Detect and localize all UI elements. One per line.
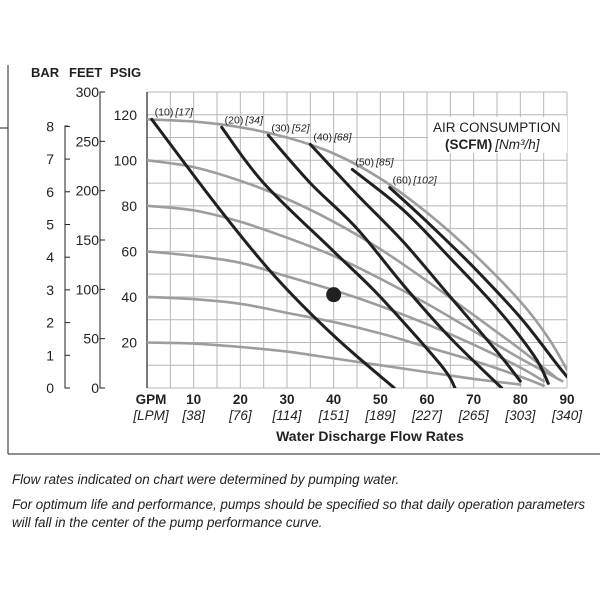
air-legend-bg bbox=[428, 117, 567, 153]
air-curve-label: (30) [52] bbox=[271, 122, 310, 134]
unit-header-bar: BAR bbox=[31, 65, 60, 80]
bar-tick-label: 0 bbox=[46, 380, 54, 396]
gpm-tick-label: 50 bbox=[373, 392, 388, 407]
head-curve bbox=[147, 341, 522, 386]
air-consumption-curve bbox=[308, 142, 522, 383]
lpm-tick-label: [265] bbox=[458, 408, 490, 423]
feet-tick-label: 200 bbox=[76, 183, 100, 199]
psig-tick-label: 80 bbox=[121, 198, 137, 214]
lpm-unit-label: [LPM] bbox=[132, 408, 170, 423]
unit-header-feet: FEET bbox=[69, 65, 102, 80]
head-curve bbox=[147, 204, 564, 383]
head-curves bbox=[147, 118, 567, 387]
bar-tick-label: 7 bbox=[46, 151, 54, 167]
air-consumption-curve bbox=[150, 117, 396, 388]
gpm-tick-label: 90 bbox=[559, 392, 574, 407]
gpm-tick-label: 80 bbox=[513, 392, 528, 407]
lpm-tick-label: [114] bbox=[271, 408, 302, 423]
lpm-tick-label: [227] bbox=[411, 408, 443, 423]
psig-tick-label: 120 bbox=[114, 107, 138, 123]
gpm-tick-label: 10 bbox=[186, 392, 201, 407]
air-curve-label: (10) [17] bbox=[155, 106, 194, 118]
air-legend-title: AIR CONSUMPTION bbox=[433, 120, 561, 135]
feet-tick-label: 0 bbox=[91, 380, 99, 396]
air-curve-label: (40) [68] bbox=[313, 131, 352, 143]
bar-tick-label: 5 bbox=[46, 217, 54, 233]
psig-tick-label: 100 bbox=[114, 152, 138, 168]
air-curve-label: (60) [102] bbox=[393, 175, 438, 187]
unit-header-psig: PSIG bbox=[110, 65, 141, 80]
gpm-tick-label: 40 bbox=[326, 392, 341, 407]
gpm-tick-label: 30 bbox=[279, 392, 294, 407]
lpm-tick-label: [151] bbox=[318, 408, 350, 423]
note-flow-rates: Flow rates indicated on chart were deter… bbox=[12, 472, 400, 487]
lpm-tick-label: [303] bbox=[504, 408, 536, 423]
bar-tick-label: 3 bbox=[46, 282, 54, 298]
bar-tick-label: 4 bbox=[46, 249, 54, 265]
bar-tick-label: 2 bbox=[46, 315, 54, 331]
feet-tick-label: 300 bbox=[76, 84, 100, 100]
lpm-tick-label: [76] bbox=[228, 408, 253, 423]
gpm-tick-label: 70 bbox=[466, 392, 481, 407]
bar-tick-label: 8 bbox=[46, 118, 54, 134]
feet-tick-label: 50 bbox=[83, 331, 99, 347]
operating-point-dot bbox=[326, 287, 342, 303]
head-curve bbox=[147, 295, 545, 387]
air-curves bbox=[150, 117, 567, 388]
psig-tick-label: 60 bbox=[121, 243, 137, 259]
axis-ticks: 20 40 60 80 100 120 0 50 100 150 200 250 300 0 1 2 3 4 5 6 7… bbox=[46, 84, 583, 423]
gpm-unit-label: GPM bbox=[136, 392, 167, 407]
psig-tick-label: 20 bbox=[121, 334, 137, 350]
lpm-tick-label: [189] bbox=[364, 408, 396, 423]
air-legend-nm3h: [Nm³/h] bbox=[494, 137, 541, 152]
air-consumption-curve bbox=[350, 167, 550, 385]
plot-grid bbox=[146, 91, 568, 389]
air-consumption-curve bbox=[388, 186, 567, 379]
feet-tick-label: 250 bbox=[76, 133, 100, 149]
bar-tick-label: 6 bbox=[46, 184, 54, 200]
head-curve bbox=[147, 250, 545, 383]
air-legend-units: (SCFM) [Nm³/h] bbox=[445, 137, 541, 152]
lpm-tick-label: [38] bbox=[181, 408, 206, 423]
feet-tick-label: 150 bbox=[76, 232, 100, 248]
head-curve bbox=[147, 159, 559, 381]
note-optimum-life: For optimum life and performance, pumps … bbox=[12, 497, 586, 530]
gpm-tick-label: 60 bbox=[419, 392, 434, 407]
gpm-tick-label: 20 bbox=[233, 392, 248, 407]
x-axis-title: Water Discharge Flow Rates bbox=[276, 428, 464, 444]
air-curve-labels: (10) [17] (20) [34] (30) [52](40) [68] (50) [85]… bbox=[155, 106, 438, 186]
psig-tick-label: 40 bbox=[121, 289, 137, 305]
air-consumption-curve bbox=[220, 125, 457, 388]
air-curve-label: (50) [85] bbox=[355, 156, 394, 168]
lpm-tick-label: [340] bbox=[551, 408, 583, 423]
air-legend-scfm: (SCFM) bbox=[445, 137, 492, 152]
bar-tick-label: 1 bbox=[46, 347, 54, 363]
feet-tick-label: 100 bbox=[76, 281, 100, 297]
air-consumption-curve bbox=[266, 133, 504, 388]
air-curve-label: (20) [34] bbox=[225, 114, 264, 126]
head-curve bbox=[147, 118, 567, 372]
